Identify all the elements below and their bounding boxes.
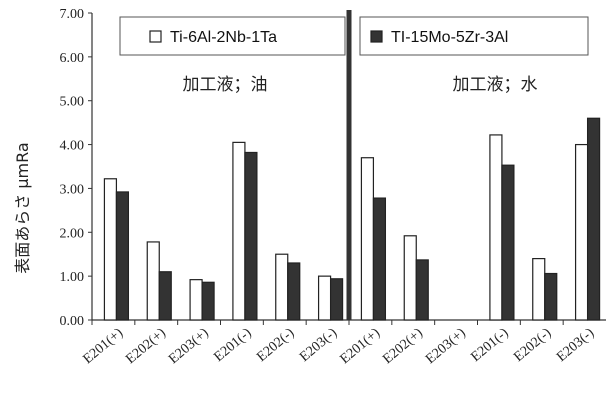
bar-ti6al-9	[489, 134, 503, 321]
legend-label-1: Ti-6Al-2Nb-1Ta	[170, 29, 277, 46]
bar-ti6al-7	[403, 235, 417, 321]
bar-ti6al-6	[360, 157, 375, 321]
y-tick-label: 2.00	[60, 226, 85, 241]
y-tick-label: 0.00	[60, 314, 85, 329]
bar-ti6al-10	[532, 258, 546, 321]
bars	[103, 117, 601, 321]
bar-ti6al-1	[146, 241, 160, 321]
y-tick-label: 4.00	[60, 139, 85, 154]
bar-ti6al-11	[574, 143, 589, 321]
x-category-label: E201(+)	[81, 325, 127, 367]
y-tick-label: 6.00	[60, 51, 85, 66]
bar-ti15mo-3	[244, 151, 258, 321]
bar-ti6al-5	[317, 275, 332, 321]
bar-ti15mo-2	[201, 281, 215, 321]
legend-label-2: TI-15Mo-5Zr-3Al	[391, 29, 508, 46]
x-category-label: E201(-)	[468, 325, 511, 365]
x-category-label: E203(+)	[166, 325, 212, 367]
y-axis-ticks: 0.00 1.00 2.00 3.00 4.00 5.00 6.00 7.00	[60, 7, 92, 329]
bar-ti15mo-10	[544, 272, 558, 321]
y-axis-title: 表面あらさ μmRa	[13, 142, 32, 273]
x-category-label: E201(-)	[211, 325, 254, 365]
bar-ti15mo-9	[501, 164, 515, 321]
plot-area	[91, 10, 606, 325]
panel-label-water: 加工液；水	[453, 75, 538, 95]
legend-swatch-1	[149, 30, 162, 43]
y-tick-label: 1.00	[60, 270, 85, 285]
y-tick-label: 7.00	[60, 7, 85, 22]
x-category-label: E201(+)	[338, 325, 384, 367]
bar-ti15mo-4	[287, 262, 301, 321]
legend: Ti-6Al-2Nb-1Ta TI-15Mo-5Zr-3Al	[119, 16, 589, 56]
y-tick-label: 5.00	[60, 95, 85, 110]
bar-ti15mo-5	[329, 278, 344, 321]
bar-ti15mo-11	[586, 117, 601, 321]
y-tick-label: 3.00	[60, 182, 85, 197]
bar-ti6al-0	[103, 178, 118, 321]
bar-ti6al-3	[232, 141, 246, 321]
x-category-label: E202(-)	[511, 325, 554, 365]
legend-box-2	[359, 16, 589, 56]
bar-ti15mo-7	[415, 259, 429, 321]
legend-swatch-2	[370, 30, 383, 43]
y-axis-title-text: 表面あらさ μmRa	[13, 142, 32, 273]
x-axis-labels: E201(+)E202(+)E203(+) E201(-) E202(-) E203(…	[81, 325, 598, 367]
x-category-label: E203(-)	[297, 325, 340, 365]
x-category-label: E202(+)	[123, 325, 169, 367]
bar-ti6al-4	[275, 253, 289, 321]
x-category-label: E202(-)	[254, 325, 297, 365]
x-category-label: E203(+)	[423, 325, 469, 367]
x-category-label: E203(-)	[554, 325, 597, 365]
bar-ti15mo-1	[158, 271, 172, 321]
bar-ti15mo-0	[115, 191, 130, 321]
panel-label-oil: 加工液；油	[183, 75, 268, 95]
x-category-label: E202(+)	[380, 325, 426, 367]
bar-ti15mo-6	[372, 197, 387, 321]
bar-ti6al-2	[189, 279, 203, 321]
